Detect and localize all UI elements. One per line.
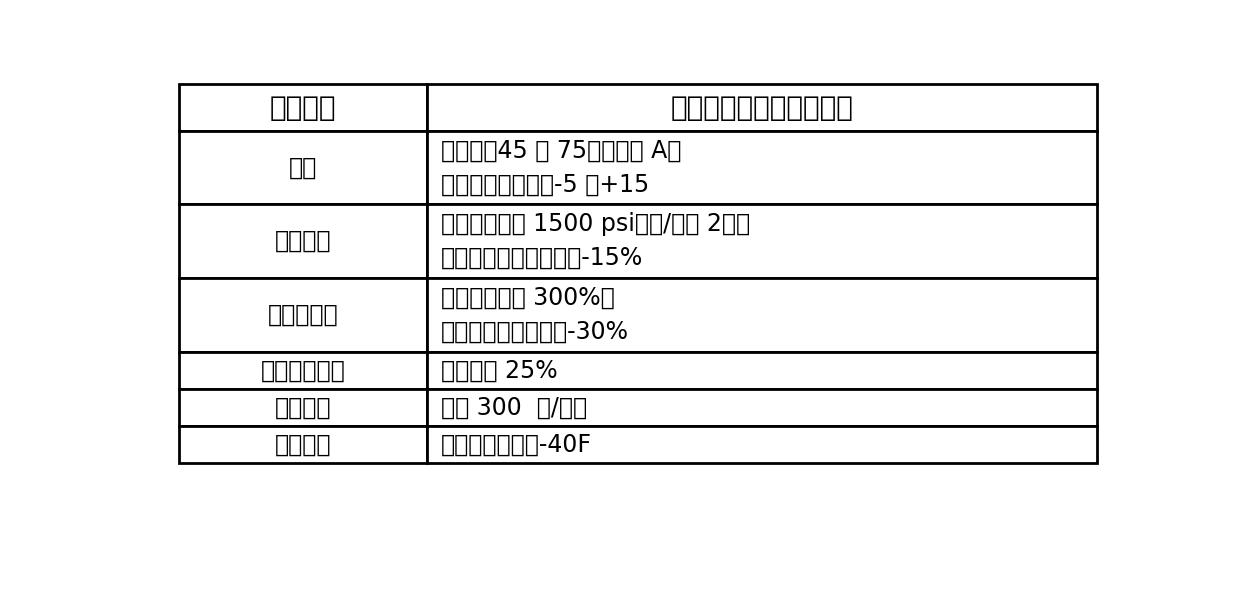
Text: 最大变形 25%: 最大变形 25% xyxy=(441,358,558,382)
Text: 照射前：最小 300%；: 照射前：最小 300%； xyxy=(441,286,615,310)
Text: 断裂伸长率: 断裂伸长率 xyxy=(268,303,339,327)
Text: 撕裂强度: 撕裂强度 xyxy=(275,396,331,419)
Text: 物理性能: 物理性能 xyxy=(269,94,336,122)
Bar xyxy=(427,389,1096,426)
Text: 脆化温度不高于-40F: 脆化温度不高于-40F xyxy=(441,433,593,457)
Text: 照射后：伸长率变化-30%: 照射后：伸长率变化-30% xyxy=(441,320,629,344)
Text: 拉伸强度: 拉伸强度 xyxy=(275,229,331,253)
Text: 硬度: 硬度 xyxy=(289,155,317,180)
Text: 压缩永久变形: 压缩永久变形 xyxy=(260,358,345,382)
Bar xyxy=(427,204,1096,278)
Text: 脆化温度: 脆化温度 xyxy=(275,433,331,457)
Bar xyxy=(179,278,427,352)
Bar xyxy=(179,84,427,131)
Text: 物理性能变化的允许范围: 物理性能变化的允许范围 xyxy=(671,94,853,122)
Bar xyxy=(179,131,427,204)
Bar xyxy=(427,84,1096,131)
Text: 照射后：拉伸强度变化-15%: 照射后：拉伸强度变化-15% xyxy=(441,246,644,270)
Bar xyxy=(427,352,1096,389)
Text: 照射前：45 至 75，硬度计 A；: 照射前：45 至 75，硬度计 A； xyxy=(441,139,682,163)
Text: 照射后：硬度变化-5 至+15: 照射后：硬度变化-5 至+15 xyxy=(441,172,650,197)
Bar xyxy=(179,426,427,463)
Bar xyxy=(427,426,1096,463)
Bar xyxy=(179,389,427,426)
Bar xyxy=(179,352,427,389)
Bar xyxy=(427,278,1096,352)
Text: 照射前：最小 1500 psi（磅/英寸 2）；: 照射前：最小 1500 psi（磅/英寸 2）； xyxy=(441,212,750,237)
Bar xyxy=(427,131,1096,204)
Bar xyxy=(179,204,427,278)
Text: 最小 300  磅/英寸: 最小 300 磅/英寸 xyxy=(441,396,588,419)
